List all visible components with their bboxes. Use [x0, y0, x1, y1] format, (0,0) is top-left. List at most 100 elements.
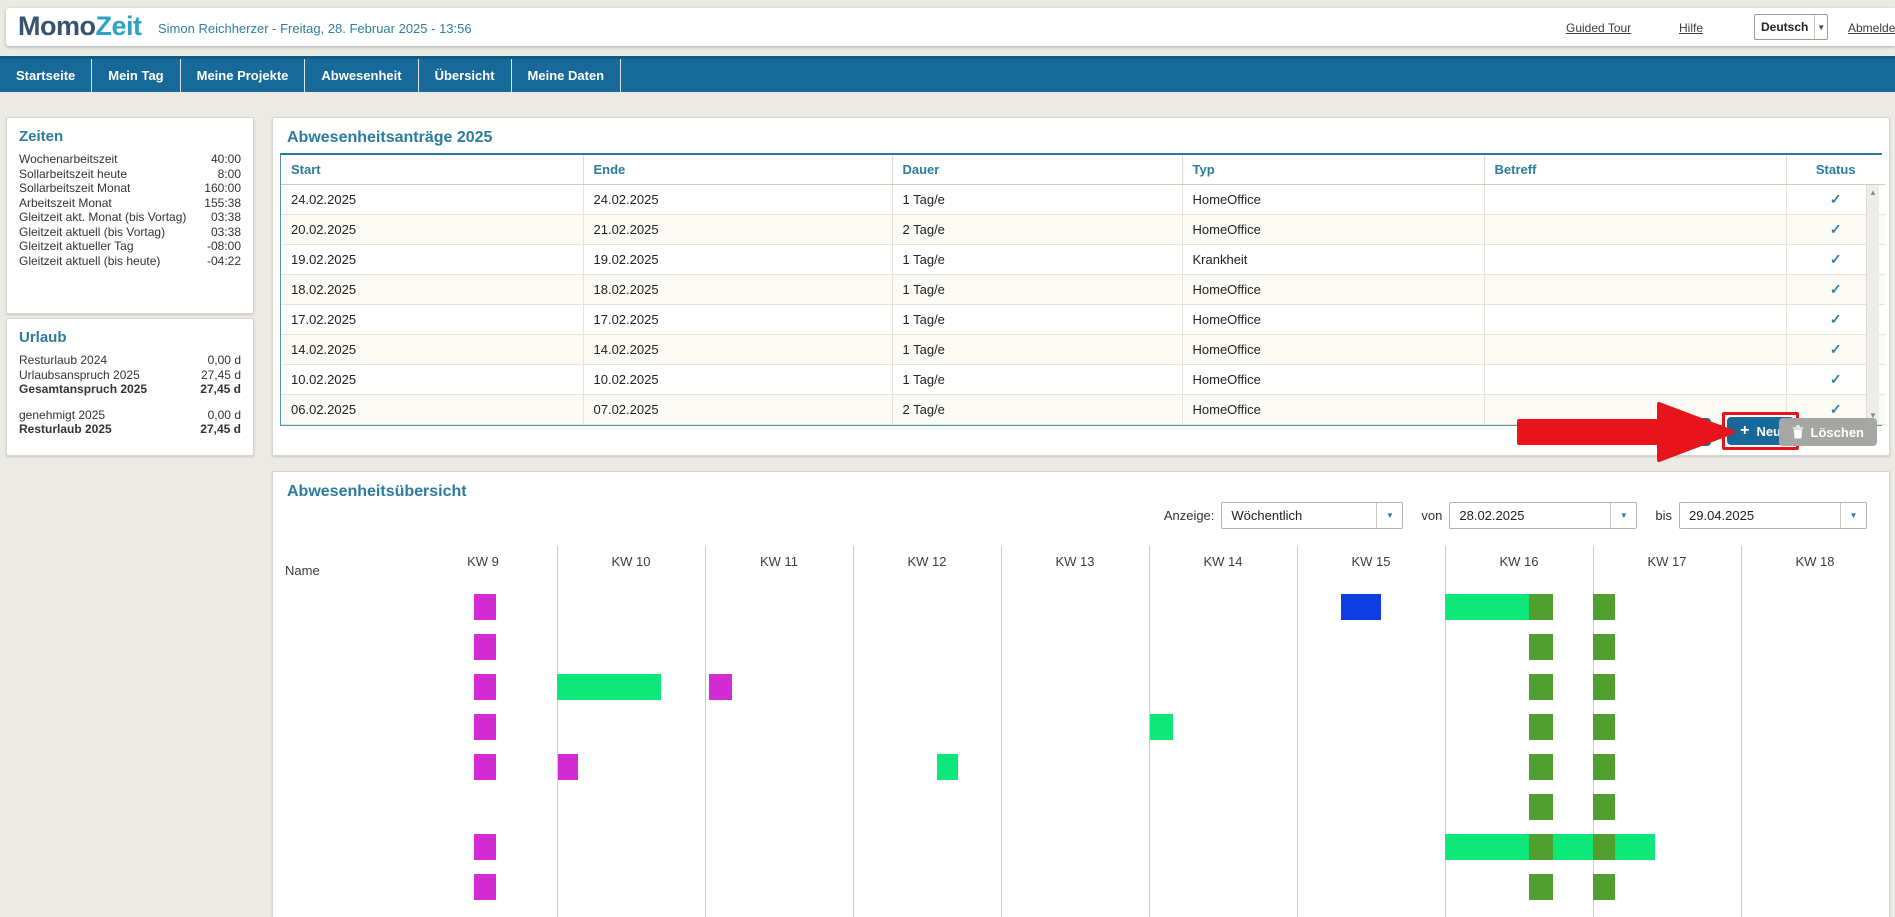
absence-bar-magenta[interactable] [558, 754, 578, 780]
absence-bar-magenta[interactable] [474, 714, 497, 740]
logout-link[interactable]: Abmelden [1848, 21, 1895, 35]
stat-label: Resturlaub 2025 [19, 422, 112, 436]
column-header-ende[interactable]: Ende [583, 155, 893, 185]
column-header-start[interactable]: Start [281, 155, 584, 185]
cell-typ: HomeOffice [1182, 364, 1485, 395]
cell-typ: HomeOffice [1182, 184, 1485, 215]
table-row[interactable]: 14.02.2025 14.02.2025 1 Tag/e HomeOffice ✓ [281, 334, 1885, 365]
from-date-select[interactable]: 28.02.2025 ▼ [1449, 502, 1638, 529]
absence-bar-dark_green[interactable] [1593, 794, 1616, 820]
stat-value: 03:38 [210, 224, 241, 239]
cell-dauer: 2 Tag/e [892, 214, 1183, 245]
cell-typ: HomeOffice [1182, 214, 1485, 245]
absence-bar-dark_green[interactable] [1593, 754, 1616, 780]
absence-bar-dark_green[interactable] [1529, 754, 1554, 780]
red-arrow-annotation [1517, 402, 1735, 462]
table-row[interactable]: 24.02.2025 24.02.2025 1 Tag/e HomeOffice ✓ [281, 184, 1885, 215]
absence-bar-magenta[interactable] [709, 674, 732, 700]
zeiten-rows: Wochenarbeitszeit 40:00 Sollarbeitszeit he… [7, 152, 253, 268]
absence-bar-spring_green[interactable] [557, 674, 661, 700]
display-label: Anzeige: [1163, 508, 1215, 523]
absence-bar-dark_green[interactable] [1593, 874, 1616, 900]
absence-bar-spring_green[interactable] [1445, 594, 1530, 620]
absence-bar-dark_green[interactable] [1529, 714, 1554, 740]
cell-betreff [1484, 364, 1787, 395]
stat-label: Gleitzeit aktuell (bis heute) [19, 253, 161, 268]
absence-bar-magenta[interactable] [474, 594, 497, 620]
table-row[interactable]: 19.02.2025 19.02.2025 1 Tag/e Krankheit ✓ [281, 244, 1885, 275]
table-row[interactable]: 17.02.2025 17.02.2025 1 Tag/e HomeOffice ✓ [281, 304, 1885, 335]
cell-start: 10.02.2025 [281, 364, 584, 395]
language-select[interactable]: Deutsch ▼ [1754, 14, 1828, 40]
absence-bar-magenta[interactable] [474, 874, 497, 900]
absence-bar-magenta[interactable] [474, 834, 497, 860]
stat-label: Gleitzeit aktuell (bis Vortag) [19, 224, 166, 239]
stat-row: Urlaubsanspruch 2025 27,45 d [19, 367, 241, 383]
nav-tab-startseite[interactable]: Startseite [0, 59, 93, 92]
absence-bar-dark_green[interactable] [1529, 594, 1554, 620]
stat-row: Resturlaub 2024 0,00 d [19, 353, 241, 368]
table-row[interactable]: 20.02.2025 21.02.2025 2 Tag/e HomeOffice ✓ [281, 214, 1885, 245]
scroll-down-icon[interactable]: ▼ [1869, 411, 1877, 420]
stat-label: Sollarbeitszeit Monat [19, 181, 131, 195]
absence-bar-dark_green[interactable] [1529, 874, 1554, 900]
guided-tour-link[interactable]: Guided Tour [1566, 21, 1632, 35]
to-date-select[interactable]: 29.04.2025 ▼ [1679, 502, 1867, 529]
cell-betreff [1484, 274, 1787, 305]
absence-bar-dark_green[interactable] [1593, 834, 1616, 860]
absence-bar-dark_green[interactable] [1529, 834, 1554, 860]
urlaub-title: Urlaub [19, 329, 67, 346]
absence-bar-dark_green[interactable] [1593, 714, 1616, 740]
delete-button[interactable]: Löschen [1778, 418, 1877, 446]
absence-bar-magenta[interactable] [474, 674, 497, 700]
absence-bar-dark_green[interactable] [1593, 634, 1616, 660]
table-vertical-scrollbar[interactable]: ▲ ▼ [1866, 185, 1879, 423]
urlaub-rows: Resturlaub 2024 0,00 d Urlaubsanspruch 202… [7, 353, 253, 437]
column-header-typ[interactable]: Typ [1182, 155, 1485, 185]
trash-icon [1792, 425, 1803, 439]
column-header-dauer[interactable]: Dauer [892, 155, 1183, 185]
from-label: von [1421, 508, 1443, 523]
column-header-betreff[interactable]: Betreff [1484, 155, 1787, 185]
absence-bar-magenta[interactable] [474, 754, 497, 780]
nav-tab-abwesenheit[interactable]: Abwesenheit [305, 59, 419, 92]
to-date-value: 29.04.2025 [1689, 508, 1755, 523]
column-header-status[interactable]: Status [1786, 155, 1885, 185]
help-link[interactable]: Hilfe [1679, 21, 1704, 35]
stat-label: Urlaubsanspruch 2025 [19, 367, 140, 382]
to-label: bis [1655, 508, 1672, 523]
name-column-header: Name [285, 563, 320, 578]
nav-tab--bersicht[interactable]: Übersicht [419, 59, 512, 92]
absence-bar-magenta[interactable] [474, 634, 497, 660]
zeiten-panel: Zeiten Wochenarbeitszeit 40:00 Sollarbeits… [6, 117, 254, 314]
stat-row: Resturlaub 2025 27,45 d [19, 422, 241, 437]
cell-typ: Krankheit [1182, 244, 1485, 275]
cell-betreff [1484, 334, 1787, 365]
absence-bar-spring_green[interactable] [1150, 714, 1173, 740]
table-row[interactable]: 10.02.2025 10.02.2025 1 Tag/e HomeOffice ✓ [281, 364, 1885, 395]
cell-dauer: 1 Tag/e [892, 364, 1183, 395]
nav-tab-meine-projekte[interactable]: Meine Projekte [181, 59, 306, 92]
stat-label: Gesamtanspruch 2025 [19, 382, 148, 396]
stat-row: Gesamtanspruch 2025 27,45 d [19, 382, 241, 397]
absence-bar-dark_green[interactable] [1593, 674, 1616, 700]
display-mode-value: Wöchentlich [1231, 508, 1303, 523]
cell-typ: HomeOffice [1182, 304, 1485, 335]
nav-tab-mein-tag[interactable]: Mein Tag [92, 59, 181, 92]
absence-bar-spring_green[interactable] [937, 754, 959, 780]
week-gridline [1741, 546, 1742, 917]
absence-bar-dark_green[interactable] [1593, 594, 1616, 620]
week-gridline [1297, 546, 1298, 917]
table-row[interactable]: 18.02.2025 18.02.2025 1 Tag/e HomeOffice ✓ [281, 274, 1885, 305]
absence-bar-dark_green[interactable] [1529, 794, 1554, 820]
display-mode-select[interactable]: Wöchentlich ▼ [1221, 502, 1404, 529]
absence-bar-blue[interactable] [1341, 594, 1382, 620]
nav-tab-meine-daten[interactable]: Meine Daten [512, 59, 622, 92]
absence-bar-dark_green[interactable] [1529, 634, 1554, 660]
cell-ende: 19.02.2025 [583, 244, 893, 275]
scroll-up-icon[interactable]: ▲ [1869, 188, 1877, 197]
cell-betreff [1484, 244, 1787, 275]
absence-bar-dark_green[interactable] [1529, 674, 1554, 700]
absence-requests-title: Abwesenheitsanträge 2025 [287, 129, 493, 146]
